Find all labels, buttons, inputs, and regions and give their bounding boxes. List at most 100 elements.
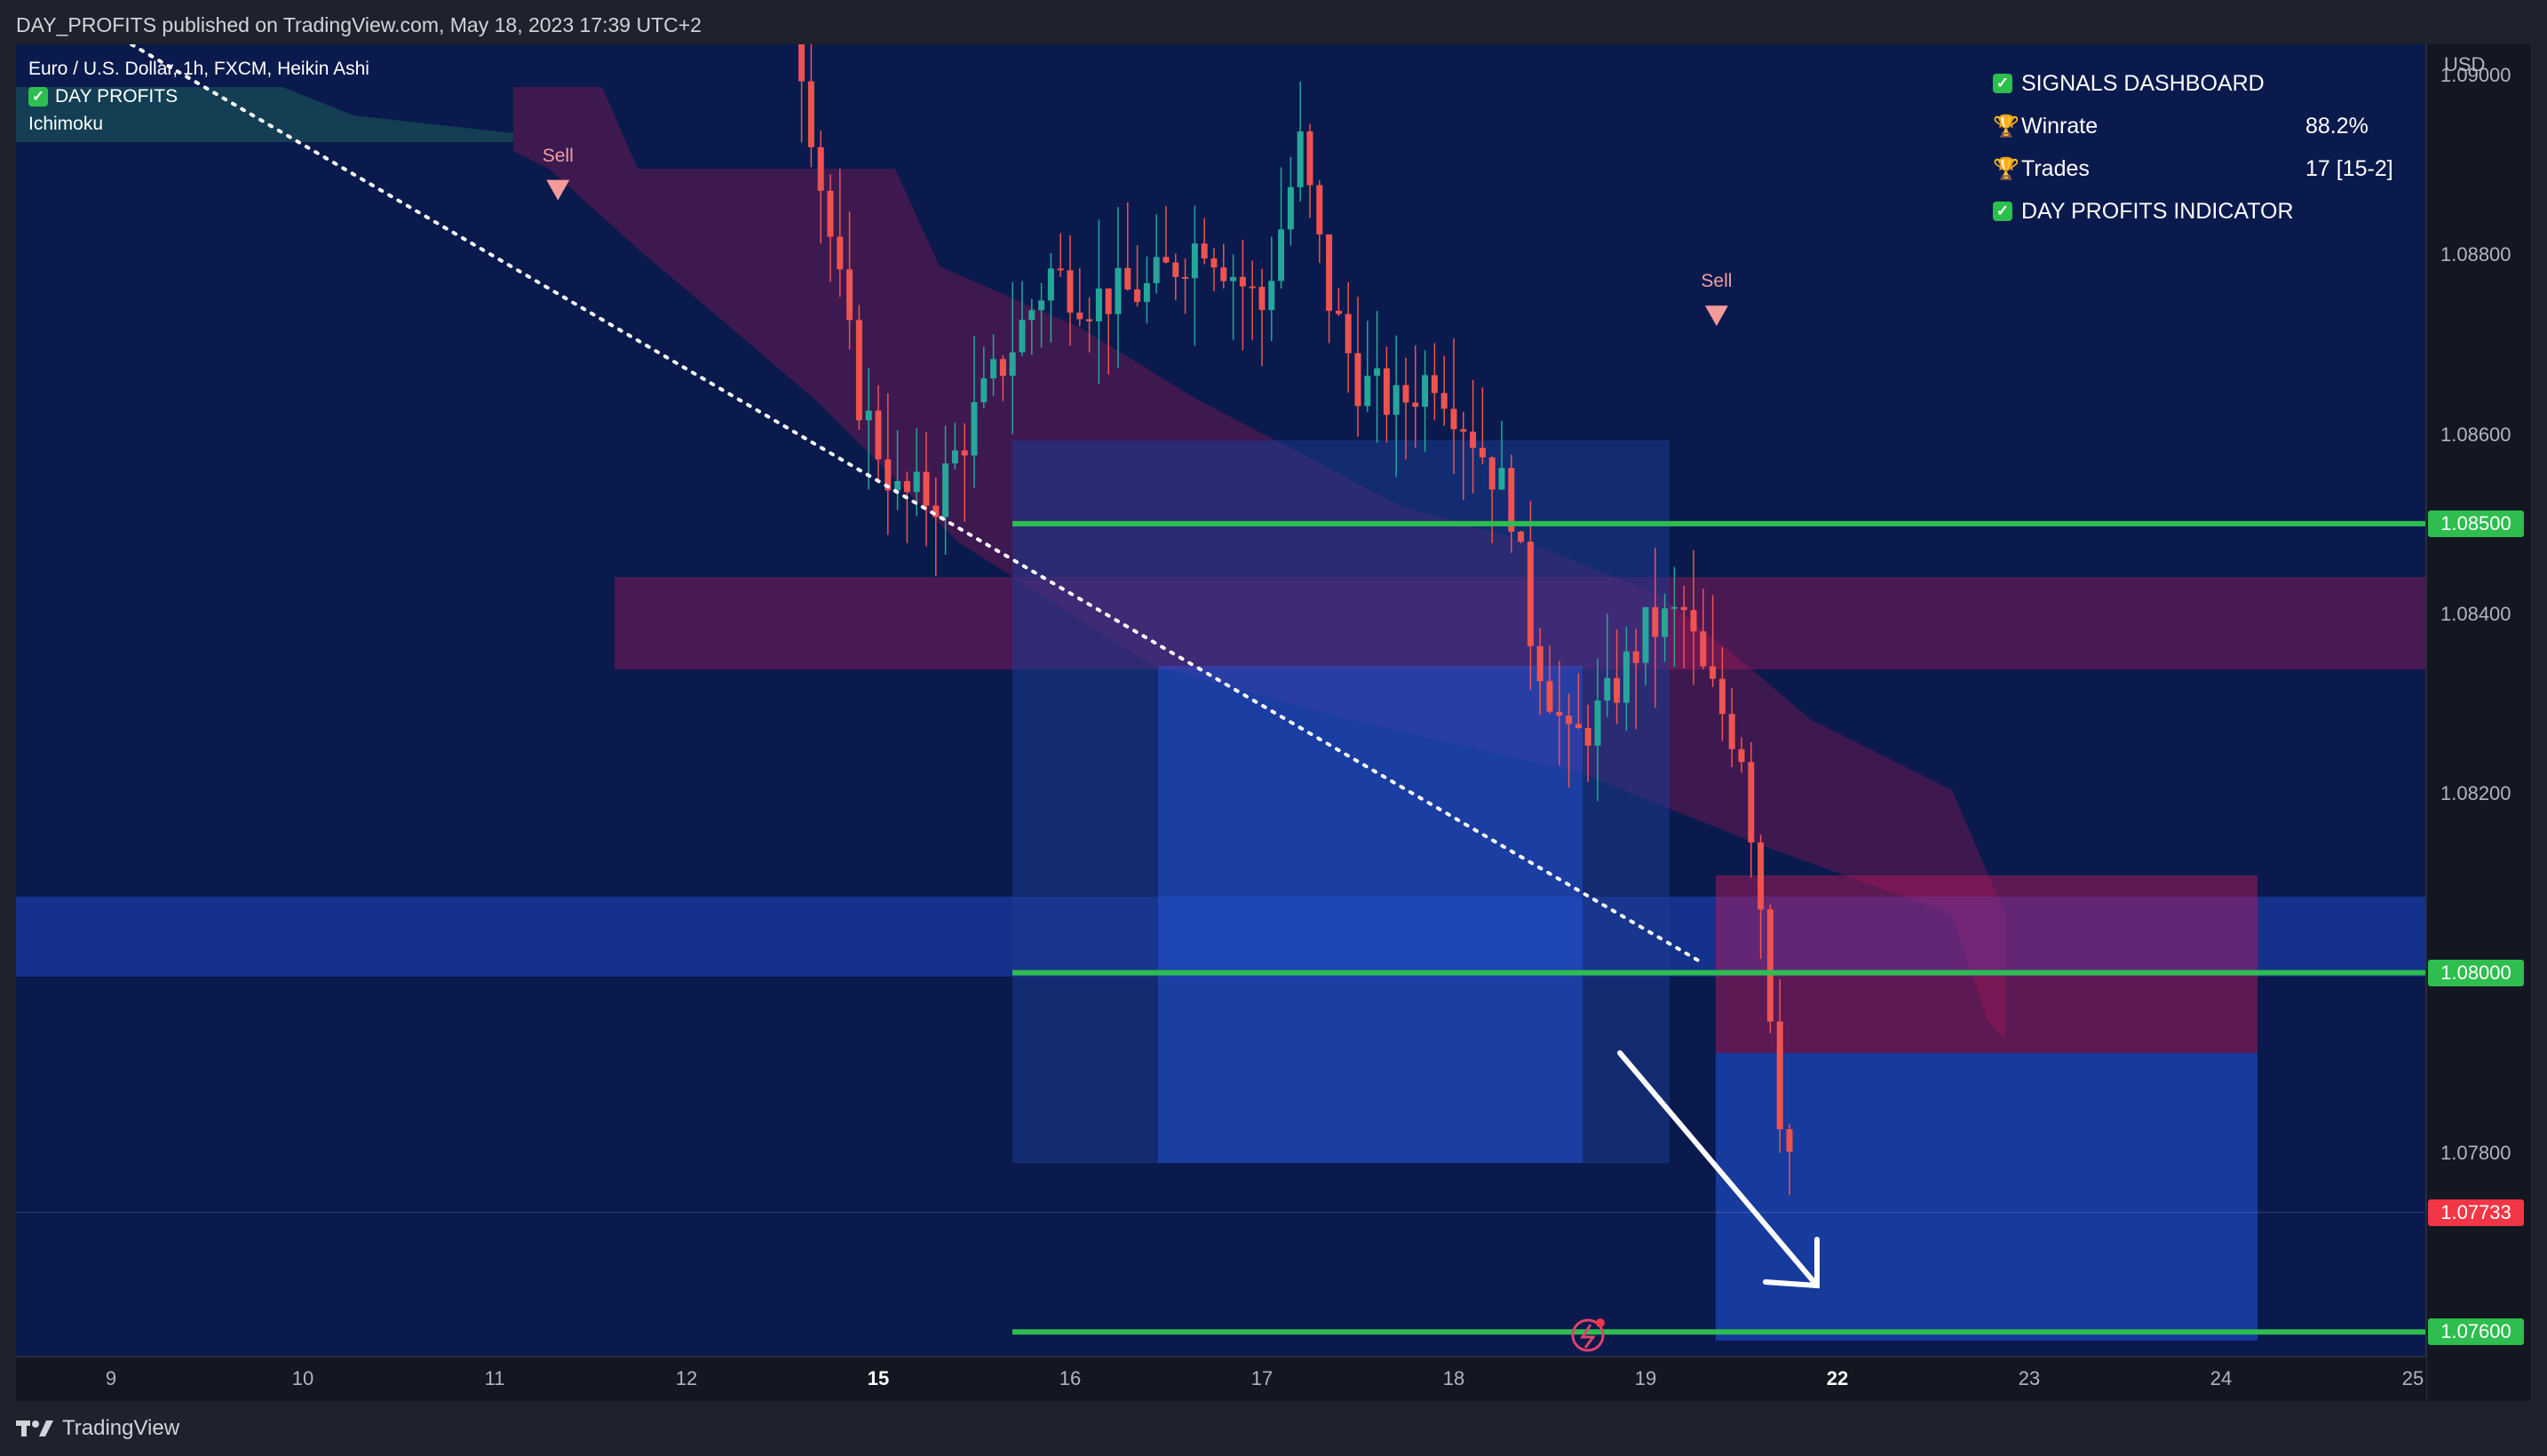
candle-body bbox=[875, 410, 882, 460]
price-tick: 1.08200 bbox=[2440, 782, 2511, 805]
candle-body bbox=[1700, 631, 1707, 667]
candle-body bbox=[1670, 606, 1678, 609]
time-tick: 10 bbox=[291, 1367, 314, 1389]
symbol-title[interactable]: Euro / U.S. Dollar, 1h, FXCM, Heikin Ash… bbox=[28, 59, 369, 79]
candle-body bbox=[1220, 267, 1227, 281]
candle-body bbox=[855, 320, 862, 421]
candle-body bbox=[1076, 313, 1083, 320]
sell-marker-1 bbox=[546, 179, 570, 201]
chart-legend: Euro / U.S. Dollar, 1h, FXCM, Heikin Ash… bbox=[28, 55, 369, 138]
time-tick: 12 bbox=[675, 1367, 698, 1389]
candle-body bbox=[1431, 375, 1438, 393]
candle-body bbox=[1278, 229, 1285, 281]
trades-label: Trades bbox=[2021, 155, 2090, 181]
candle-body bbox=[1239, 276, 1246, 287]
candle-body bbox=[1718, 678, 1726, 715]
signals-dashboard: ✓ SIGNALS DASHBOARD 🏆 Winrate 88.2% 🏆 Tr… bbox=[1993, 62, 2410, 233]
forecast-arrowhead bbox=[1763, 1237, 1820, 1289]
candle-body bbox=[999, 359, 1006, 376]
indicator-ichimoku[interactable]: Ichimoku bbox=[28, 114, 104, 134]
candle-body bbox=[798, 44, 805, 82]
sell-label-2: Sell bbox=[1701, 271, 1733, 292]
candle-body bbox=[1623, 651, 1630, 703]
candle-body bbox=[1786, 1128, 1793, 1152]
candle-body bbox=[1766, 909, 1773, 1022]
candle-body bbox=[980, 378, 988, 403]
dashboard-footer: DAY PROFITS INDICATOR bbox=[2021, 198, 2294, 224]
candle-body bbox=[1556, 711, 1563, 716]
candle-body bbox=[1604, 677, 1611, 701]
time-tick: 23 bbox=[2018, 1367, 2041, 1389]
time-tick: 24 bbox=[2210, 1367, 2233, 1389]
candle-body bbox=[971, 402, 978, 455]
risk-box bbox=[1716, 875, 2257, 1053]
time-tick: 17 bbox=[1250, 1367, 1274, 1389]
time-tick: 11 bbox=[484, 1367, 505, 1389]
candle-body bbox=[1566, 715, 1573, 724]
candle-body bbox=[865, 410, 872, 421]
candle-body bbox=[923, 471, 930, 506]
chart-canvas[interactable] bbox=[16, 44, 2531, 1401]
candle-body bbox=[1527, 542, 1534, 646]
candle-body bbox=[1172, 262, 1179, 277]
time-tick: 16 bbox=[1059, 1367, 1082, 1389]
candle-body bbox=[1249, 286, 1256, 289]
candle-body bbox=[1201, 243, 1208, 259]
candle-body bbox=[1162, 257, 1170, 263]
candle-body bbox=[990, 359, 997, 379]
candle-body bbox=[1067, 270, 1074, 313]
candle-body bbox=[1210, 258, 1218, 268]
time-tick: 15 bbox=[867, 1367, 890, 1389]
time-tick: 9 bbox=[105, 1367, 117, 1389]
position-box-inner bbox=[1158, 666, 1583, 1163]
price-tick: 1.08400 bbox=[2440, 603, 2511, 625]
candle-body bbox=[817, 146, 824, 191]
candle-body bbox=[807, 81, 814, 147]
price-tick: 1.09000 bbox=[2440, 64, 2511, 87]
candle-body bbox=[1182, 276, 1189, 279]
candle-body bbox=[1153, 257, 1160, 283]
candle-body bbox=[961, 450, 968, 455]
candle-body bbox=[1662, 608, 1669, 637]
candle-body bbox=[1287, 186, 1294, 230]
sell-label-1: Sell bbox=[542, 145, 574, 166]
candle-body bbox=[846, 269, 853, 320]
candle-body bbox=[1450, 408, 1457, 430]
candle-body bbox=[1642, 606, 1649, 663]
price-tick: 1.07800 bbox=[2440, 1141, 2511, 1164]
candle-body bbox=[1115, 267, 1122, 314]
price-tick: 1.08800 bbox=[2440, 243, 2511, 266]
candle-body bbox=[1335, 311, 1342, 314]
candle-body bbox=[1057, 268, 1064, 271]
published-text: DAY_PROFITS published on TradingView.com… bbox=[16, 13, 702, 36]
chart-pane[interactable] bbox=[16, 44, 2531, 1401]
time-axis-bg bbox=[16, 1357, 2426, 1401]
lightning-bolt bbox=[1580, 1324, 1596, 1349]
trendline bbox=[130, 44, 1703, 964]
candle-body bbox=[837, 236, 844, 270]
candle-body bbox=[1047, 268, 1054, 301]
candle-body bbox=[1326, 234, 1333, 312]
lightning-icon bbox=[1571, 1318, 1605, 1352]
candle-body bbox=[1038, 300, 1045, 311]
candle-body bbox=[1470, 431, 1477, 448]
candle-body bbox=[1009, 352, 1016, 376]
footer-brand: TradingView bbox=[62, 1416, 180, 1440]
candle-body bbox=[1680, 606, 1687, 611]
candle-body bbox=[1258, 287, 1266, 311]
candle-body bbox=[885, 459, 892, 491]
winrate-value: 88.2% bbox=[2305, 113, 2368, 138]
checkmark-icon: ✓ bbox=[1993, 202, 2012, 221]
sell-marker-2 bbox=[1704, 305, 1728, 327]
position-box-old bbox=[1012, 440, 1670, 1163]
price-tag-1-07733: 1.07733 bbox=[2428, 1199, 2524, 1226]
indicator-day-profits[interactable]: DAY PROFITS bbox=[55, 86, 179, 107]
price-axis-bg bbox=[2427, 44, 2531, 1401]
candle-body bbox=[1230, 276, 1237, 281]
candle-body bbox=[1019, 320, 1026, 352]
candle-body bbox=[1028, 310, 1035, 320]
tradingview-logo[interactable]: TradingView bbox=[16, 1415, 179, 1442]
candle-body bbox=[1297, 131, 1304, 187]
candle-body bbox=[1095, 288, 1102, 321]
candle-body bbox=[1594, 700, 1601, 746]
